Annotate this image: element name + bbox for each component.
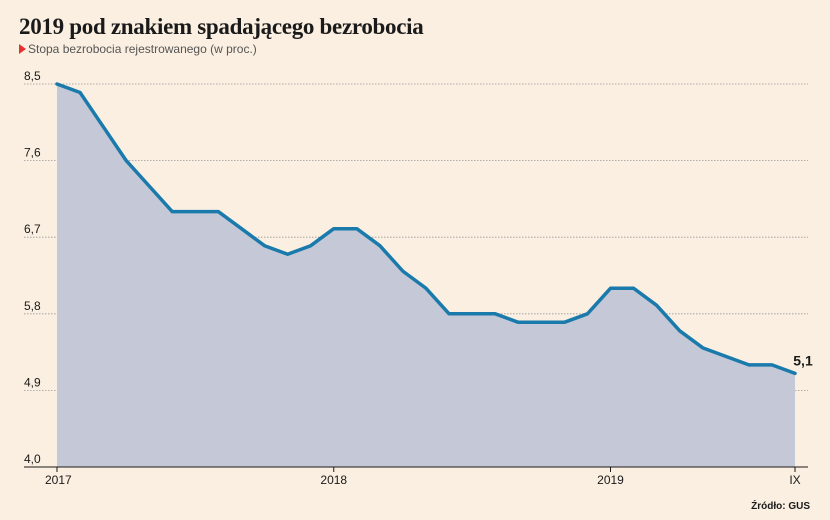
y-tick-label: 7,6 (24, 146, 41, 160)
y-tick-label: 6,7 (24, 222, 41, 236)
x-tick-label: 2017 (45, 473, 72, 487)
series-line (55, 82, 797, 376)
chart-subtitle: Stopa bezrobocia rejestrowanego (w proc.… (19, 42, 257, 56)
chart-title: 2019 pod znakiem spadającego bezrobocia (19, 14, 424, 39)
area-fill (57, 84, 795, 467)
x-tick-label: 2019 (597, 473, 624, 487)
chart-subtitle-text: Stopa bezrobocia rejestrowanego (w proc.… (28, 42, 257, 56)
source-note: Źródło: GUS (751, 501, 810, 512)
triangle-marker-icon (19, 44, 26, 54)
x-tick-label: IX (789, 473, 800, 487)
end-value-label: 5,1 (793, 352, 813, 368)
x-tick-label: 2018 (320, 473, 347, 487)
y-tick-label: 5,8 (24, 299, 41, 313)
y-tick-label: 4,0 (24, 452, 41, 466)
y-tick-label: 4,9 (24, 375, 41, 389)
y-tick-label: 8,5 (24, 69, 41, 83)
